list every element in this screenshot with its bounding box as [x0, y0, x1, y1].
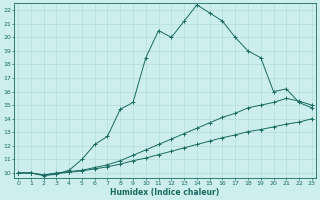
X-axis label: Humidex (Indice chaleur): Humidex (Indice chaleur)	[110, 188, 220, 197]
